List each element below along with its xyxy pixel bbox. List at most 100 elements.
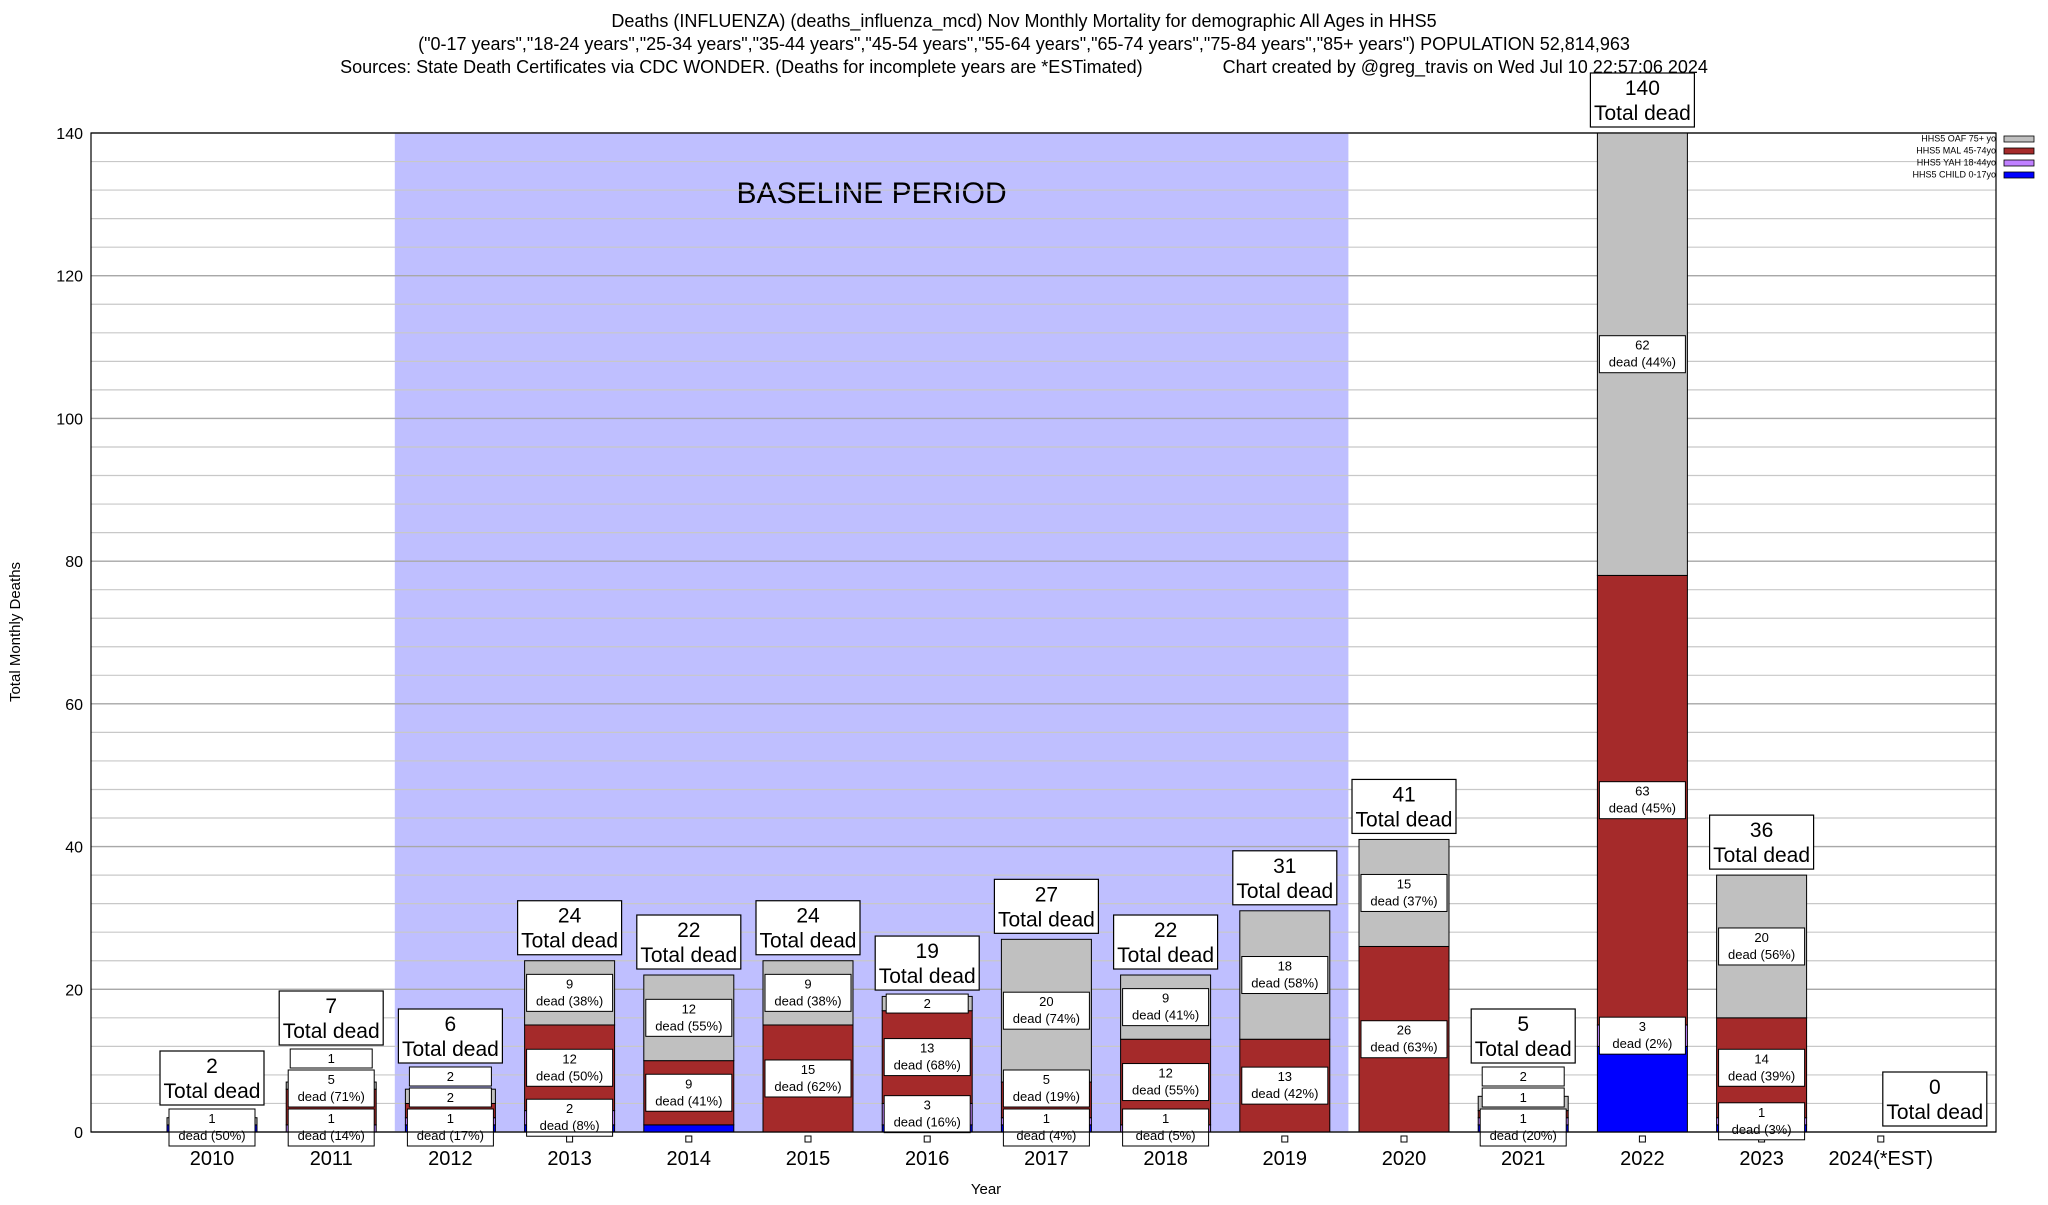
total-box	[397, 1008, 503, 1064]
segment-label-count: 14	[1754, 1051, 1768, 1066]
bar-2018: 1 dead (5%) 12 dead (55%) 9 dead (41%) 22Total…	[1112, 914, 1219, 1147]
total-suffix: Total dead	[1356, 808, 1453, 831]
segment-label-count: 20	[1754, 930, 1768, 945]
point-marker	[1638, 1135, 1646, 1143]
title-line-1: Deaths (INFLUENZA) (deaths_influenza_mcd…	[611, 11, 1436, 32]
segment-label-count: 63	[1635, 784, 1649, 799]
segment-label-count: 13	[1278, 1069, 1292, 1084]
bar-segment-child	[1596, 1045, 1688, 1133]
segment-label-percent: dead (68%)	[894, 1058, 961, 1073]
segment-label-count: 2	[924, 996, 931, 1011]
segment-label: 15 dead (62%)	[764, 1059, 852, 1098]
segment-label-percent: dead (55%)	[1132, 1083, 1199, 1098]
segment-label-box	[1122, 1108, 1210, 1147]
segment-label: 3 dead (16%)	[883, 1095, 971, 1134]
segment-label-count: 13	[920, 1041, 934, 1056]
segment-label-percent: dead (74%)	[1013, 1011, 1080, 1026]
total-suffix: Total dead	[1594, 102, 1691, 125]
segment-label-percent: dead (55%)	[655, 1018, 722, 1033]
point-marker	[804, 1135, 812, 1143]
segment-label-percent: dead (41%)	[1132, 1008, 1199, 1023]
segment-label-percent: dead (4%)	[1016, 1128, 1076, 1143]
total-box	[1351, 778, 1457, 835]
segment-label: 13 dead (42%)	[1241, 1066, 1329, 1105]
segment-label: 12 dead (50%)	[526, 1048, 614, 1087]
total-count: 31	[1273, 855, 1296, 878]
legend-label: HHS5 CHILD 0-17yo	[1912, 170, 1996, 180]
total-suffix: Total dead	[283, 1020, 380, 1043]
segment-label-count: 18	[1278, 959, 1292, 974]
segment-label-count: 9	[566, 976, 573, 991]
segment-label-percent: dead (71%)	[298, 1089, 365, 1104]
segment-label-box	[406, 1108, 494, 1147]
x-tick-label: 2011	[310, 1148, 353, 1170]
y-tick-label: 140	[56, 126, 83, 143]
total-suffix: Total dead	[521, 930, 618, 953]
legend-swatch	[2003, 171, 2035, 179]
segment-label: 1 dead (3%)	[1718, 1102, 1806, 1141]
segment-label-percent: dead (14%)	[298, 1128, 365, 1143]
segment-label-box	[526, 1048, 614, 1087]
x-tick-label: 2024(*EST)	[1829, 1148, 1934, 1170]
segment-label-count: 62	[1635, 338, 1649, 353]
bar-segment-child	[643, 1124, 735, 1133]
legend-swatch	[2003, 147, 2035, 155]
bar-2023: 1 dead (3%) 14 dead (39%) 20 dead (56%) 36Tota…	[1708, 814, 1815, 1143]
y-tick-label: 100	[56, 411, 83, 428]
segment-label-box	[1002, 991, 1090, 1030]
segment-label-count: 3	[1639, 1019, 1646, 1034]
point-marker	[1400, 1135, 1408, 1143]
x-tick-label: 2015	[786, 1148, 831, 1170]
total-suffix: Total dead	[1117, 944, 1214, 967]
segment-label-box	[883, 1095, 971, 1134]
segment-label-box	[287, 1108, 375, 1147]
segment-label: 1	[1481, 1087, 1565, 1108]
segment-label: 13 dead (68%)	[883, 1038, 971, 1077]
segment-label: 9 dead (41%)	[645, 1073, 733, 1112]
segment-label-box	[1241, 956, 1329, 995]
segment-label-percent: dead (56%)	[1728, 947, 1795, 962]
segment-label-box	[883, 1038, 971, 1077]
plot-frame	[90, 132, 1997, 1133]
legend-label: HHS5 MAL 45-74yo	[1916, 146, 1996, 156]
segment-label-count: 15	[801, 1062, 815, 1077]
total-count: 7	[325, 995, 337, 1018]
x-tick-label: 2016	[905, 1148, 950, 1170]
segment-label-percent: dead (50%)	[536, 1068, 603, 1083]
segment-label: 1 dead (4%)	[1002, 1108, 1090, 1147]
segment-label-box	[287, 1069, 375, 1108]
x-tick-label: 2018	[1143, 1148, 1188, 1170]
total-box	[1232, 850, 1338, 906]
segment-label: 1	[289, 1048, 373, 1069]
segment-label-count: 1	[328, 1051, 335, 1066]
segment-label-percent: dead (16%)	[894, 1115, 961, 1130]
segment-label-count: 9	[685, 1076, 692, 1091]
total-suffix: Total dead	[402, 1038, 499, 1061]
segment-label-box	[1598, 781, 1686, 820]
segment-label-box	[1122, 988, 1210, 1027]
total-count: 27	[1035, 883, 1058, 906]
bar-2013: 2 dead (8%) 12 dead (50%) 9 dead (38%) 24Total…	[516, 900, 623, 1143]
segment-label: 18 dead (58%)	[1241, 956, 1329, 995]
total-suffix: Total dead	[1713, 844, 1810, 867]
segment-label: 63 dead (45%)	[1598, 781, 1686, 820]
segment-label: 1 dead (5%)	[1122, 1108, 1210, 1147]
segment-label-box	[1241, 1066, 1329, 1105]
segment-label-box	[408, 1066, 492, 1087]
segment-label-percent: dead (45%)	[1609, 801, 1676, 816]
segment-label-count: 12	[682, 1001, 696, 1016]
segment-label-count: 5	[328, 1072, 335, 1087]
total-count: 19	[916, 940, 939, 963]
segment-label: 15 dead (37%)	[1360, 873, 1448, 912]
total-box	[159, 1050, 265, 1106]
segment-label-box	[1479, 1108, 1567, 1147]
total-suffix: Total dead	[879, 965, 976, 988]
total-count: 24	[796, 905, 820, 928]
point-marker	[685, 1135, 693, 1143]
segment-label-percent: dead (62%)	[774, 1079, 841, 1094]
